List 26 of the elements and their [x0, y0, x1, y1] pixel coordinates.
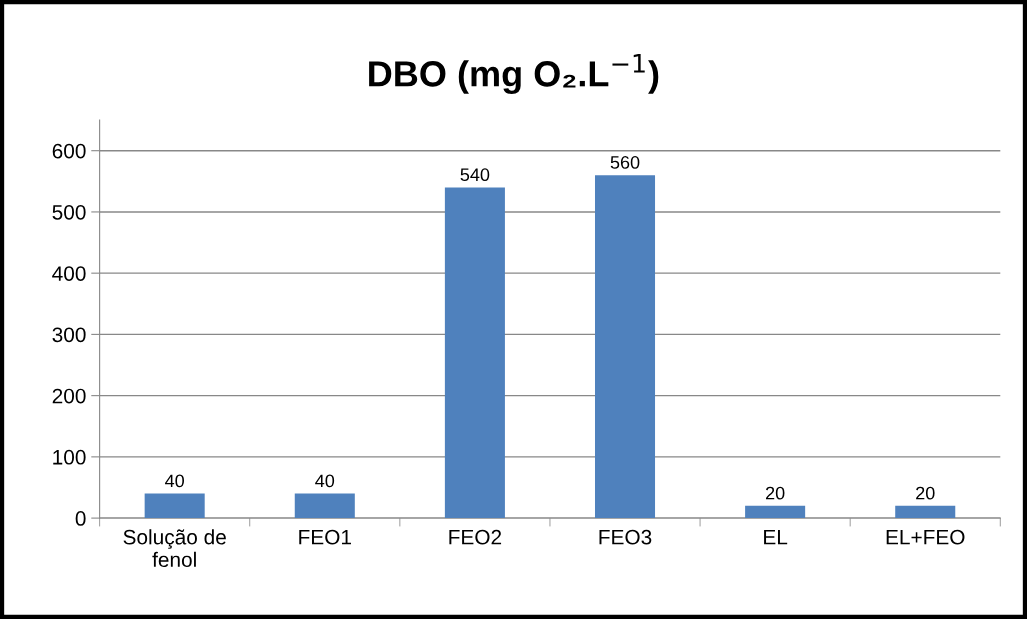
- data-label: 40: [315, 474, 335, 488]
- bar: [294, 493, 355, 519]
- x-tick-label: FEO3: [599, 529, 652, 545]
- data-label: 20: [766, 486, 785, 500]
- y-tick-label: 300: [52, 327, 86, 343]
- y-tick-label: 0: [75, 511, 86, 526]
- data-label: 20: [916, 486, 935, 500]
- y-tick-label: 500: [52, 204, 86, 220]
- x-tick-label: FEO2: [449, 529, 502, 545]
- bar: [144, 493, 205, 519]
- x-tick-label: FEO1: [299, 529, 351, 545]
- y-tick-label: 100: [53, 449, 86, 465]
- bar: [594, 175, 656, 519]
- data-label: 40: [165, 474, 185, 488]
- bar: [895, 505, 956, 519]
- bar: [444, 187, 505, 519]
- y-tick-label: 200: [52, 388, 86, 404]
- x-tick-label: EL+FEO: [886, 529, 965, 545]
- x-tick-label: EL: [764, 529, 788, 545]
- chart-title: DBO (mg O₂.L$^{−1}$): [369, 54, 659, 94]
- x-tick-label: Solução de fenol: [123, 529, 226, 568]
- bar: [745, 505, 806, 519]
- y-tick-label: 600: [52, 143, 86, 159]
- y-tick-label: 400: [52, 266, 86, 281]
- data-label: 560: [610, 156, 640, 169]
- data-label: 540: [460, 168, 490, 182]
